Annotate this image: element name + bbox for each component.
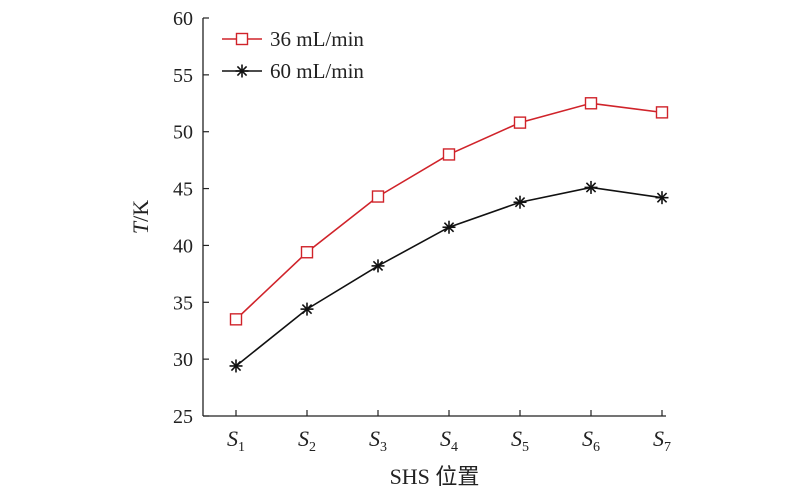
y-tick-label-40: 40 bbox=[173, 235, 193, 257]
series-1-point-6 bbox=[584, 97, 598, 110]
series-2-point-3 bbox=[371, 259, 385, 273]
y-tick-label-35: 35 bbox=[173, 292, 193, 314]
x-tick-label-1: S1 bbox=[227, 426, 245, 455]
series-1-line bbox=[235, 102, 663, 320]
x-tick-label-4: S4 bbox=[440, 426, 458, 455]
x-tick-label-7: S7 bbox=[653, 426, 671, 455]
series-layer bbox=[229, 97, 669, 373]
y-tick-label-30: 30 bbox=[173, 349, 193, 371]
series-1-point-4 bbox=[442, 148, 456, 161]
x-axis-title: SHS 位置 bbox=[390, 464, 480, 489]
series-1-point-1 bbox=[229, 313, 243, 326]
series-2-point-6 bbox=[584, 180, 598, 194]
series-2-point-2 bbox=[300, 302, 314, 316]
x-tick-label-6: S6 bbox=[582, 426, 600, 455]
legend-label-2: 60 mL/min bbox=[270, 59, 364, 83]
axes: 25 30 35 40 45 50 55 60 S1 S2 S3 S4 S5 S6 S7 SHS 位置 T/K bbox=[128, 8, 671, 489]
legend-label-1: 36 mL/min bbox=[270, 27, 364, 51]
series-2 bbox=[229, 180, 669, 373]
series-1 bbox=[229, 97, 669, 326]
y-tick-label-25: 25 bbox=[173, 406, 193, 428]
legend-item-1: 36 mL/min bbox=[222, 27, 364, 51]
series-2-point-5 bbox=[513, 195, 527, 209]
series-2-point-7 bbox=[655, 191, 669, 205]
series-1-point-3 bbox=[371, 190, 385, 203]
series-2-point-4 bbox=[442, 220, 456, 234]
legend: 36 mL/min 60 mL/min bbox=[222, 27, 364, 83]
y-tick-label-55: 55 bbox=[173, 65, 193, 87]
legend-marker-2 bbox=[235, 64, 249, 78]
x-tick-label-5: S5 bbox=[511, 426, 529, 455]
x-tick-label-3: S3 bbox=[369, 426, 387, 455]
y-tick-label-60: 60 bbox=[173, 8, 193, 30]
y-axis-title: T/K bbox=[128, 200, 153, 234]
series-1-point-5 bbox=[513, 116, 527, 129]
series-1-point-7 bbox=[655, 106, 669, 119]
legend-item-2: 60 mL/min bbox=[222, 59, 364, 83]
series-1-point-2 bbox=[300, 246, 314, 259]
y-tick-label-50: 50 bbox=[173, 122, 193, 144]
series-2-point-1 bbox=[229, 359, 243, 373]
y-tick-label-45: 45 bbox=[173, 179, 193, 201]
x-tick-label-2: S2 bbox=[298, 426, 316, 455]
legend-marker-1 bbox=[235, 32, 249, 46]
series-2-line bbox=[235, 186, 663, 367]
